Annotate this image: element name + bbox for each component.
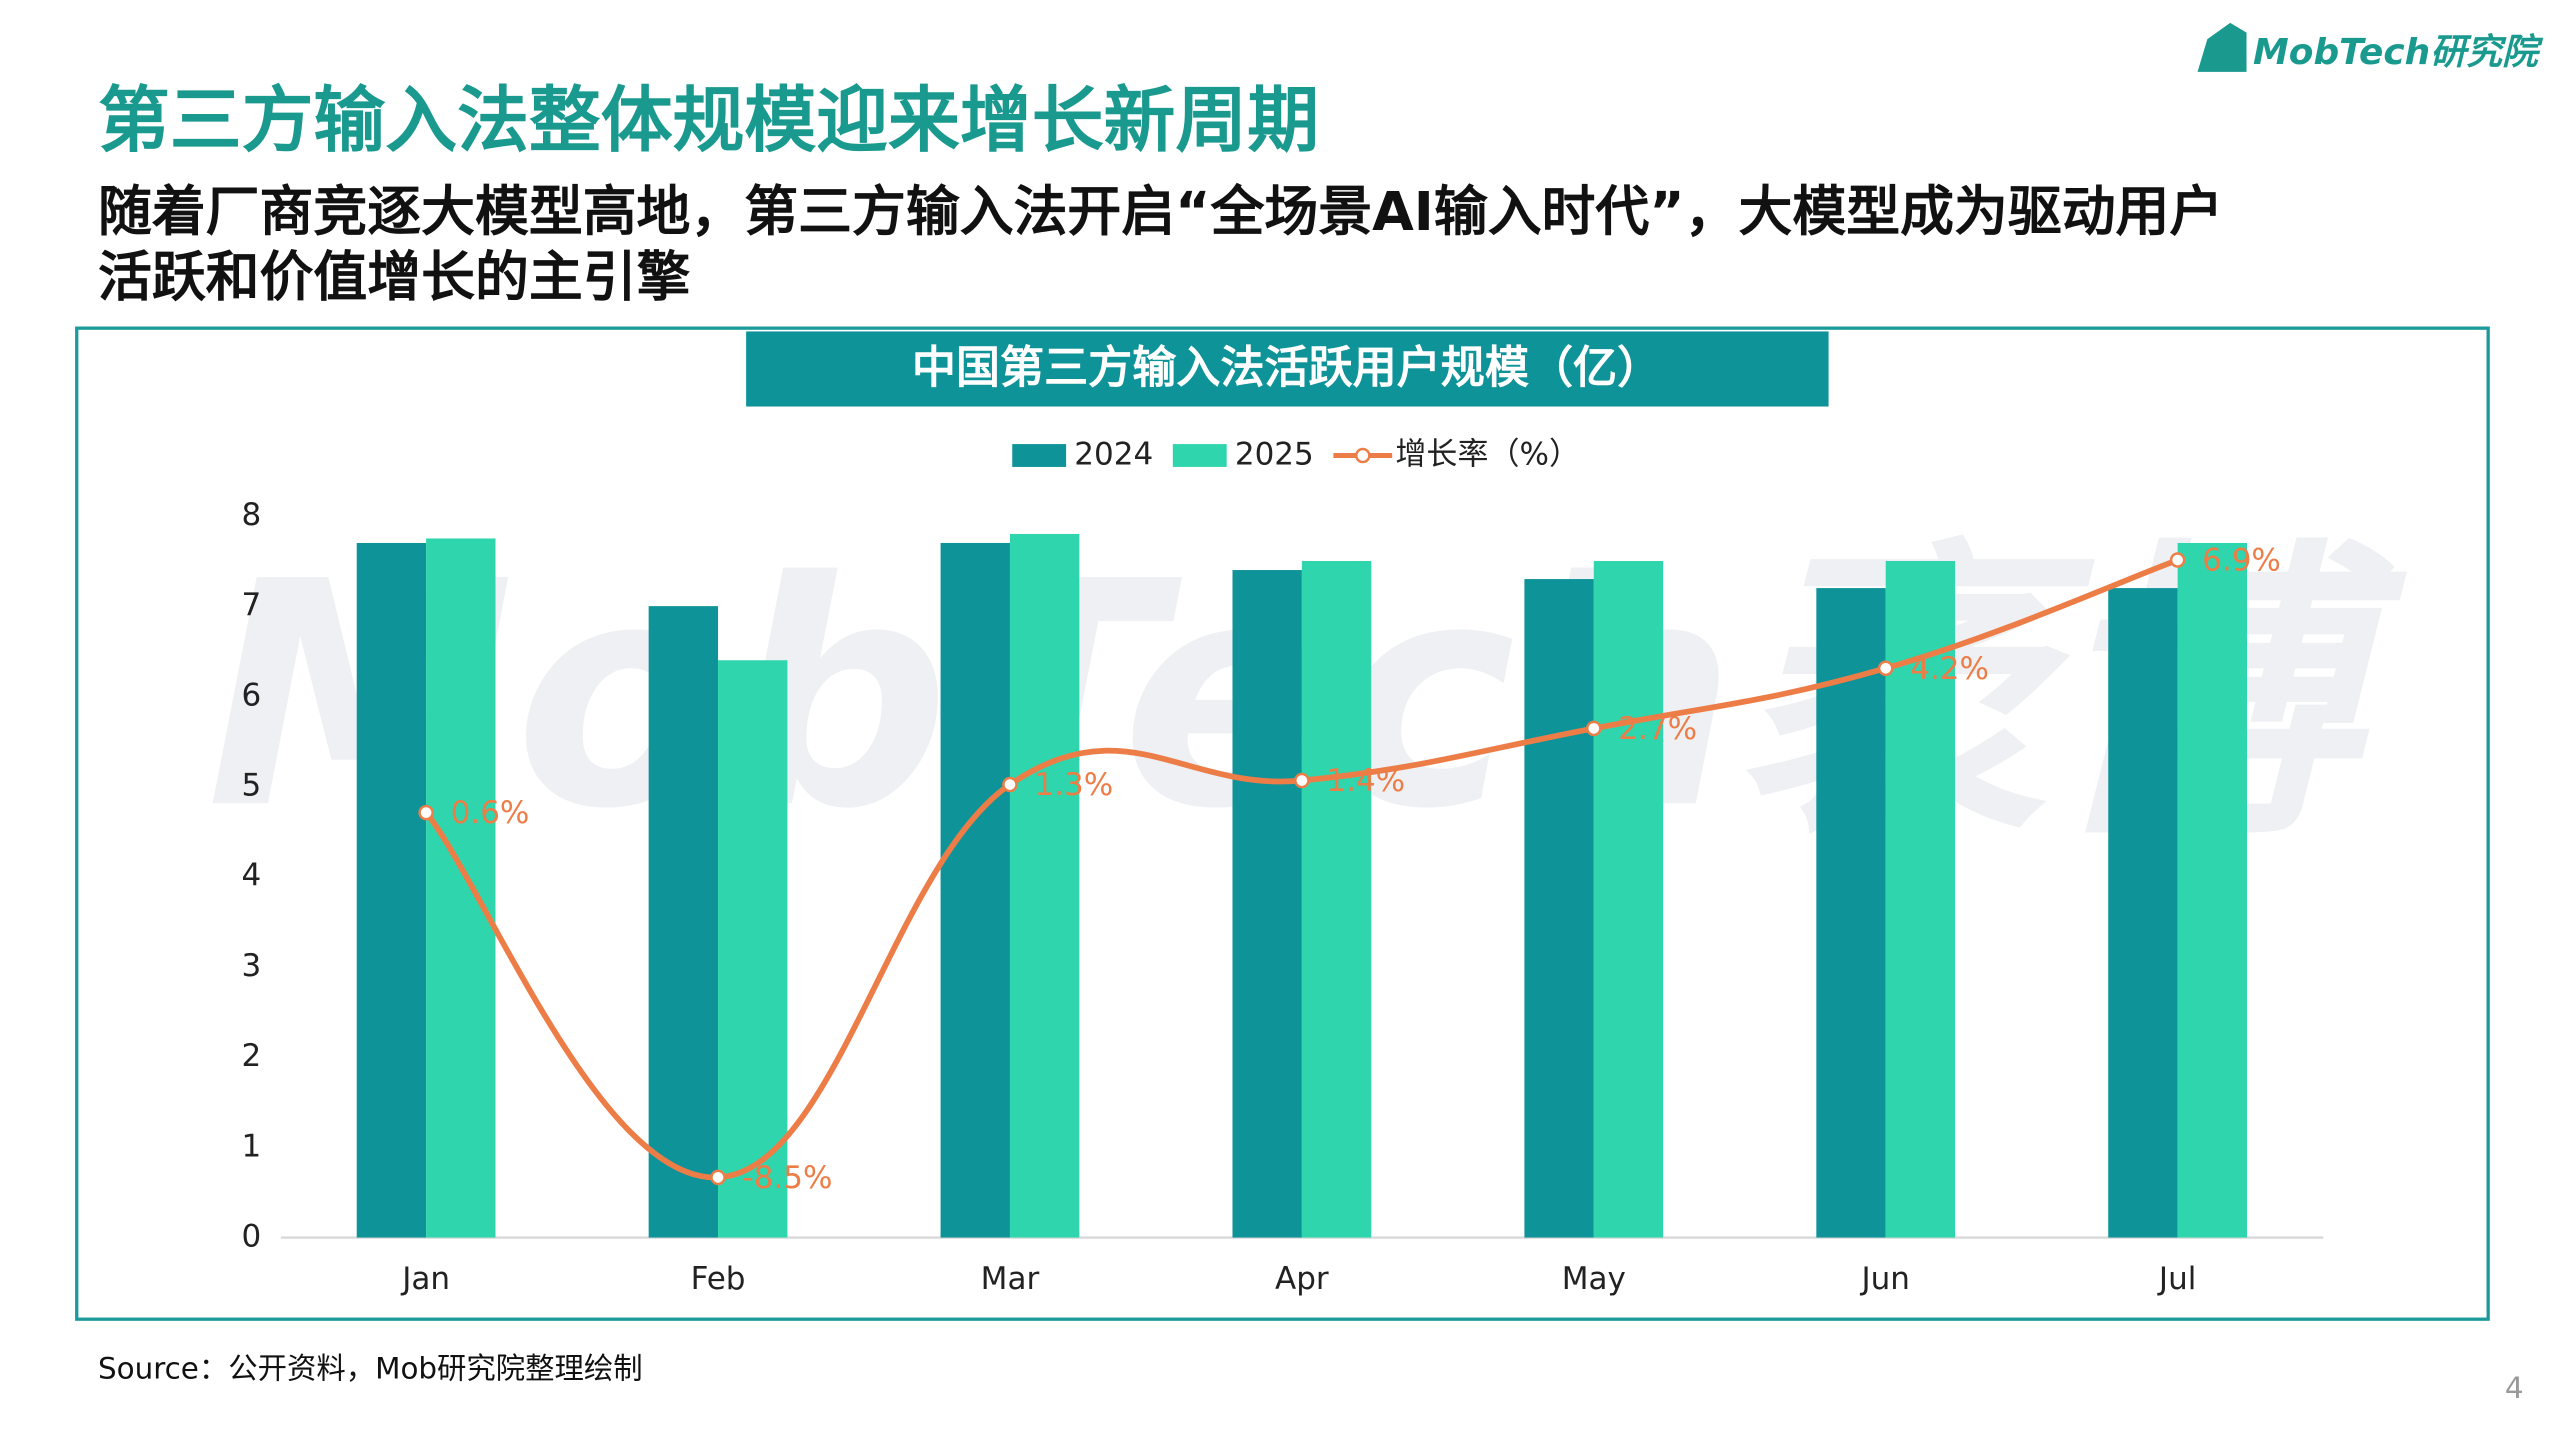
- legend-swatch: [1012, 444, 1067, 467]
- x-tick-label: Jul: [2157, 1261, 2196, 1297]
- bar: [2177, 542, 2248, 1238]
- x-tick-label: May: [1562, 1261, 1626, 1297]
- plot: 0 1 2 3 4 5 6 7 8 Jan Feb Mar Apr May Jun Jul 0.6% -8.5% 1…: [241, 437, 2324, 1297]
- data-label: 4.2%: [1910, 651, 1989, 687]
- bar: [1816, 588, 1886, 1238]
- growth-line: [423, 557, 2179, 1181]
- bar: [1301, 561, 1372, 1238]
- growth-marker: [2169, 552, 2186, 568]
- x-tick-label: Feb: [691, 1261, 746, 1297]
- y-tick-label: 8: [241, 497, 261, 533]
- legend-label: 2025: [1235, 437, 1314, 473]
- bar: [356, 542, 427, 1238]
- bar: [940, 542, 1010, 1238]
- subtitle-line: 随着厂商竞逐大模型高地，第三方输入法开启“全场景AI输入时代”，大模型成为驱动用…: [98, 180, 2223, 243]
- bar: [426, 538, 496, 1238]
- y-tick-label: 4: [241, 858, 261, 894]
- y-tick-label: 0: [241, 1219, 261, 1255]
- growth-marker: [1877, 660, 1894, 677]
- bar: [1885, 561, 1956, 1238]
- logo-text: MobTech研究院: [2253, 32, 2544, 73]
- bar: [1232, 570, 1302, 1238]
- page-number: 4: [2505, 1371, 2524, 1405]
- legend-label: 2024: [1074, 437, 1153, 473]
- growth-marker: [710, 1169, 726, 1186]
- logo: MobTech研究院: [2197, 22, 2544, 73]
- data-label: 6.9%: [2202, 543, 2281, 579]
- bar: [1009, 533, 1080, 1238]
- data-label: 1.4%: [1326, 763, 1405, 799]
- growth-marker: [1294, 772, 1310, 789]
- bar: [1593, 561, 1664, 1238]
- source: Source：公开资料，Mob研究院整理绘制: [98, 1351, 643, 1385]
- page-title: 第三方输入法整体规模迎来增长新周期: [98, 78, 1319, 162]
- y-tick-label: 7: [241, 587, 261, 623]
- y-tick-label: 2: [241, 1038, 261, 1074]
- chart-title-banner: [746, 331, 1829, 407]
- growth-marker: [1002, 776, 1018, 793]
- logo-icon: [2197, 22, 2247, 72]
- subtitle-line: 活跃和价值增长的主引擎: [98, 245, 691, 308]
- data-label: 1.3%: [1034, 767, 1113, 803]
- y-tick-label: 1: [241, 1128, 261, 1164]
- x-tick-label: Apr: [1275, 1261, 1329, 1297]
- bar: [2108, 588, 2178, 1238]
- bar: [718, 660, 788, 1238]
- growth-marker: [418, 804, 434, 821]
- legend-swatch: [1355, 447, 1371, 464]
- x-tick-label: Jun: [1859, 1261, 1909, 1297]
- data-label: 0.6%: [451, 795, 530, 831]
- data-label: -8.5%: [743, 1160, 833, 1196]
- x-tick-label: Jan: [400, 1261, 450, 1297]
- y-tick-label: 6: [241, 677, 261, 713]
- bar: [648, 606, 719, 1238]
- y-tick-label: 3: [241, 948, 261, 984]
- legend-swatch: [1172, 444, 1227, 467]
- data-label: 2.7%: [1618, 711, 1697, 747]
- chart-frame: [75, 326, 2490, 1321]
- x-tick-label: Mar: [981, 1261, 1040, 1297]
- chart-title: 中国第三方输入法活跃用户规模（亿）: [912, 343, 1661, 394]
- growth-marker: [1586, 720, 1602, 737]
- bar: [1524, 579, 1594, 1238]
- y-tick-label: 5: [241, 768, 261, 804]
- legend-label: 增长率（%）: [1395, 437, 1580, 473]
